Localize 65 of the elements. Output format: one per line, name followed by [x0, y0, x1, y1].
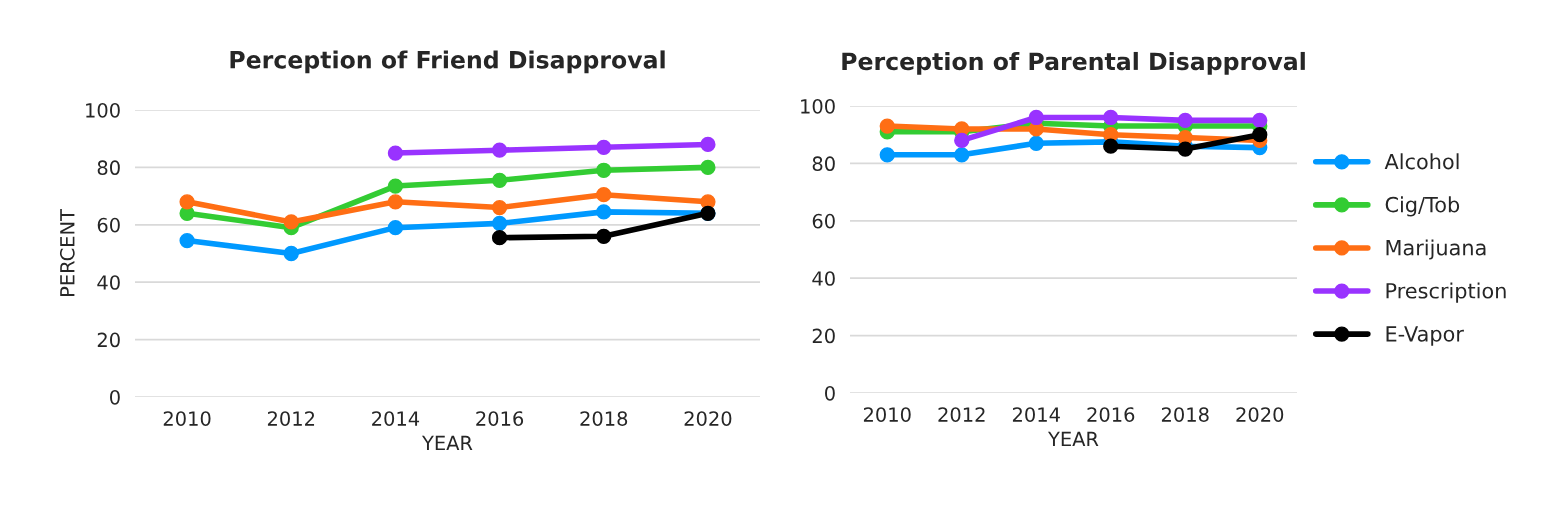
point [491, 230, 508, 246]
point [387, 220, 404, 236]
point [700, 159, 716, 176]
point [1252, 112, 1268, 128]
y-tick-label: 20 [812, 328, 835, 344]
y-tick-label: 40 [97, 275, 120, 290]
point [387, 145, 404, 161]
point [491, 142, 508, 158]
x-tick-label: 2010 [863, 407, 911, 422]
y-tick-label: 100 [86, 102, 120, 118]
point [1252, 127, 1268, 143]
x-tick-label: 2016 [1087, 407, 1135, 422]
point [491, 215, 508, 232]
y-tick-label: 20 [97, 332, 120, 348]
point [1103, 138, 1119, 154]
point [596, 204, 612, 220]
y-tick-label: 0 [825, 385, 835, 401]
x-tick-label: 2016 [476, 411, 524, 426]
x-tick-label: 2018 [1161, 407, 1209, 422]
point [954, 147, 970, 163]
y-tick-label: 80 [812, 156, 835, 172]
x-axis-title: YEAR [421, 435, 473, 451]
point [283, 245, 299, 262]
point [596, 187, 612, 203]
y-tick-label: 40 [812, 271, 835, 286]
point [387, 178, 404, 194]
point [1103, 109, 1119, 126]
chart-title: Perception of Parental Disapproval [842, 51, 1305, 75]
point [1177, 112, 1193, 128]
x-tick-label: 2020 [1236, 407, 1284, 422]
y-tick-label: 60 [97, 217, 120, 233]
point [596, 228, 612, 244]
legend-label: Alcohol [1384, 153, 1459, 170]
x-tick-label: 2014 [1012, 407, 1060, 422]
point [1028, 109, 1044, 126]
point [879, 118, 895, 134]
point [596, 139, 612, 155]
point [700, 136, 716, 153]
point [491, 199, 508, 216]
y-tick-label: 0 [110, 389, 120, 405]
legend-label: Marijuana [1386, 239, 1486, 260]
y-axis-title: PERCENT [59, 209, 75, 297]
point [491, 172, 508, 188]
legend-label: Cig/Tob [1385, 196, 1460, 217]
x-tick-label: 2010 [163, 411, 211, 426]
legend-label: Prescription [1386, 282, 1506, 303]
x-tick-label: 2018 [580, 411, 628, 426]
point [1028, 135, 1044, 151]
point [179, 232, 195, 249]
point [387, 194, 404, 210]
point [879, 147, 895, 163]
y-tick-label: 100 [801, 98, 835, 114]
point [596, 162, 612, 178]
x-tick-label: 2020 [684, 411, 732, 426]
x-tick-label: 2014 [372, 411, 420, 426]
point [954, 132, 970, 149]
x-axis-title: YEAR [1047, 431, 1099, 447]
x-tick-label: 2012 [938, 407, 985, 422]
point [283, 214, 299, 230]
chart-title: Perception of Friend Disapproval [230, 50, 665, 74]
x-tick-label: 2012 [267, 411, 315, 426]
y-tick-label: 60 [812, 213, 835, 229]
point [179, 194, 195, 210]
legend-label: E-Vapor [1386, 326, 1464, 346]
y-tick-label: 80 [97, 160, 120, 176]
